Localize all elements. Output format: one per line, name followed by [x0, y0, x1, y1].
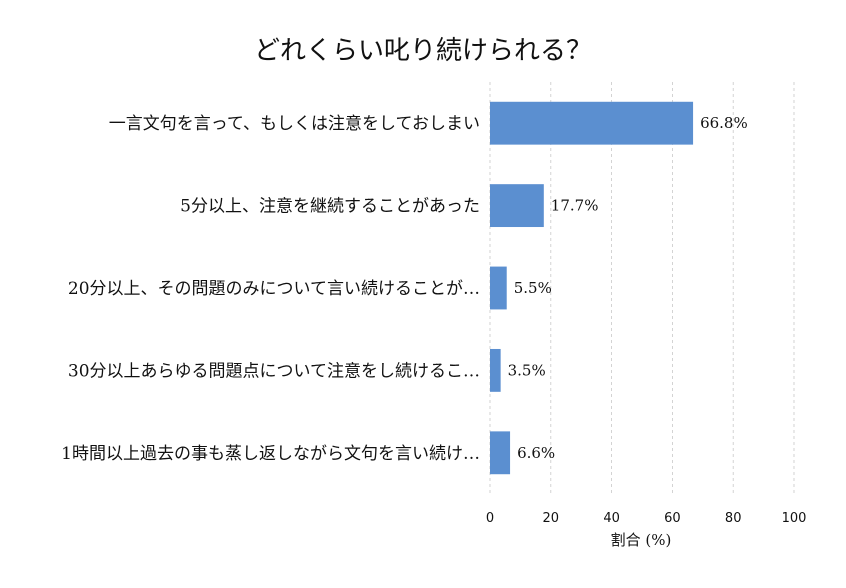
value-label-3: 5.5% — [514, 279, 552, 297]
x-tick-labels: 0 20 40 60 80 100 — [486, 511, 807, 526]
category-label-5: 1時間以上過去の事も蒸し返しながら文句を言い続け… — [61, 444, 480, 464]
chart-title: どれくらい叱り続けられる？ — [253, 36, 592, 66]
x-tick-label-40: 40 — [603, 511, 620, 526]
value-labels: 66.8% 17.7% 5.5% 3.5% 6.6% — [508, 114, 748, 462]
bar-5 — [490, 431, 511, 475]
bars — [490, 101, 694, 475]
category-labels: 一言文句を言って、もしくは注意をしておしまい 5分以上、注意を継続することがあった… — [61, 114, 480, 464]
bar-3 — [490, 266, 507, 310]
value-label-5: 6.6% — [517, 444, 555, 462]
bar-1 — [490, 101, 694, 145]
category-label-3: 20分以上、その問題のみについて言い続けることが… — [68, 279, 480, 299]
category-label-1: 一言文句を言って、もしくは注意をしておしまい — [109, 114, 480, 134]
value-label-2: 17.7% — [551, 197, 599, 215]
category-label-4: 30分以上あらゆる問題点について注意をし続けるこ… — [68, 361, 480, 381]
value-label-4: 3.5% — [508, 361, 546, 379]
x-tick-label-0: 0 — [486, 511, 494, 526]
grid-lines — [489, 82, 795, 494]
x-tick-label-60: 60 — [664, 511, 681, 526]
bar-4 — [490, 348, 501, 392]
x-axis-title: 割合 (%) — [611, 531, 672, 549]
category-label-2: 5分以上、注意を継続することがあった — [180, 197, 480, 217]
x-tick-label-20: 20 — [543, 511, 560, 526]
x-tick-label-100: 100 — [782, 511, 807, 526]
value-label-1: 66.8% — [700, 114, 748, 132]
x-tick-label-80: 80 — [725, 511, 742, 526]
bar-2 — [490, 184, 544, 228]
